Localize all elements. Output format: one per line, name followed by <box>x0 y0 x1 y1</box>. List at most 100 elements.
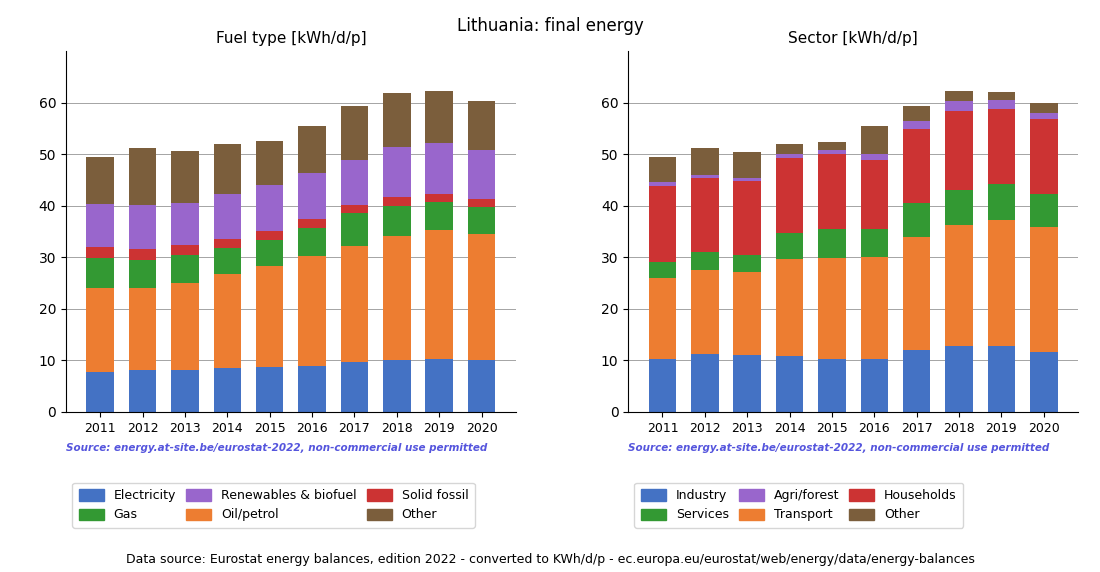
Title: Sector [kWh/d/p]: Sector [kWh/d/p] <box>789 31 918 46</box>
Bar <box>860 154 888 160</box>
Bar <box>1030 113 1057 119</box>
Bar <box>426 230 453 359</box>
Bar <box>213 239 241 248</box>
Bar <box>172 370 199 412</box>
Bar <box>734 178 761 181</box>
Bar <box>903 350 931 412</box>
Bar <box>734 152 761 178</box>
Bar <box>860 257 888 359</box>
Legend: Electricity, Gas, Renewables & biofuel, Oil/petrol, Solid fossil, Other: Electricity, Gas, Renewables & biofuel, … <box>73 483 474 528</box>
Bar <box>129 260 156 288</box>
Text: Lithuania: final energy: Lithuania: final energy <box>456 17 644 35</box>
Bar <box>256 240 284 266</box>
Bar <box>776 356 803 412</box>
Bar <box>426 359 453 412</box>
Bar <box>468 150 495 199</box>
Bar <box>691 177 718 252</box>
Title: Fuel type [kWh/d/p]: Fuel type [kWh/d/p] <box>216 31 366 46</box>
Bar <box>129 249 156 260</box>
Bar <box>468 235 495 360</box>
Bar <box>988 346 1015 412</box>
Bar <box>213 368 241 412</box>
Bar <box>383 206 410 236</box>
Bar <box>776 233 803 260</box>
Bar <box>903 106 931 121</box>
Bar <box>818 142 846 150</box>
Bar <box>945 190 972 225</box>
Bar <box>860 229 888 257</box>
Bar <box>776 260 803 356</box>
Bar <box>256 266 284 367</box>
Bar <box>129 205 156 249</box>
Bar <box>988 220 1015 346</box>
Bar <box>988 100 1015 109</box>
Bar <box>1030 352 1057 412</box>
Bar <box>426 91 453 142</box>
Bar <box>383 147 410 197</box>
Bar <box>860 359 888 412</box>
Bar <box>1030 227 1057 352</box>
Bar <box>213 194 241 239</box>
Bar <box>298 228 326 256</box>
Bar <box>341 205 368 213</box>
Bar <box>1030 104 1057 113</box>
Bar <box>776 154 803 158</box>
Bar <box>649 359 676 412</box>
Legend: Industry, Services, Agri/forest, Transport, Households, Other: Industry, Services, Agri/forest, Transpo… <box>635 483 964 528</box>
Text: Data source: Eurostat energy balances, edition 2022 - converted to KWh/d/p - ec.: Data source: Eurostat energy balances, e… <box>125 553 975 566</box>
Bar <box>903 204 931 237</box>
Bar <box>649 182 676 186</box>
Bar <box>383 93 410 147</box>
Bar <box>903 121 931 129</box>
Bar <box>818 259 846 359</box>
Bar <box>87 372 114 412</box>
Bar <box>468 199 495 207</box>
Bar <box>256 141 284 185</box>
Bar <box>129 288 156 370</box>
Bar <box>87 157 114 204</box>
Bar <box>383 197 410 206</box>
Bar <box>945 225 972 347</box>
Bar <box>426 194 453 202</box>
Bar <box>87 259 114 288</box>
Bar <box>298 173 326 219</box>
Bar <box>776 144 803 154</box>
Bar <box>860 126 888 154</box>
Bar <box>383 236 410 360</box>
Bar <box>341 246 368 362</box>
Bar <box>298 126 326 173</box>
Bar <box>903 129 931 204</box>
Bar <box>649 262 676 278</box>
Bar <box>1030 193 1057 227</box>
Bar <box>172 245 199 255</box>
Bar <box>468 101 495 150</box>
Bar <box>734 272 761 355</box>
Bar <box>988 184 1015 220</box>
Bar <box>691 252 718 270</box>
Text: Source: energy.at-site.be/eurostat-2022, non-commercial use permitted: Source: energy.at-site.be/eurostat-2022,… <box>628 443 1049 453</box>
Bar <box>649 278 676 359</box>
Bar <box>734 255 761 272</box>
Bar <box>649 186 676 262</box>
Bar <box>468 360 495 412</box>
Bar <box>87 204 114 247</box>
Bar <box>988 109 1015 184</box>
Bar <box>818 359 846 412</box>
Bar <box>341 213 368 246</box>
Bar <box>129 148 156 205</box>
Bar <box>256 231 284 240</box>
Bar <box>341 106 368 160</box>
Bar <box>383 360 410 412</box>
Bar <box>818 229 846 259</box>
Bar <box>945 101 972 111</box>
Bar <box>426 142 453 194</box>
Bar <box>649 157 676 182</box>
Bar <box>776 158 803 233</box>
Bar <box>341 160 368 205</box>
Bar <box>988 92 1015 100</box>
Bar <box>298 366 326 412</box>
Bar <box>213 248 241 274</box>
Bar <box>734 181 761 255</box>
Bar <box>256 367 284 412</box>
Bar <box>818 150 846 154</box>
